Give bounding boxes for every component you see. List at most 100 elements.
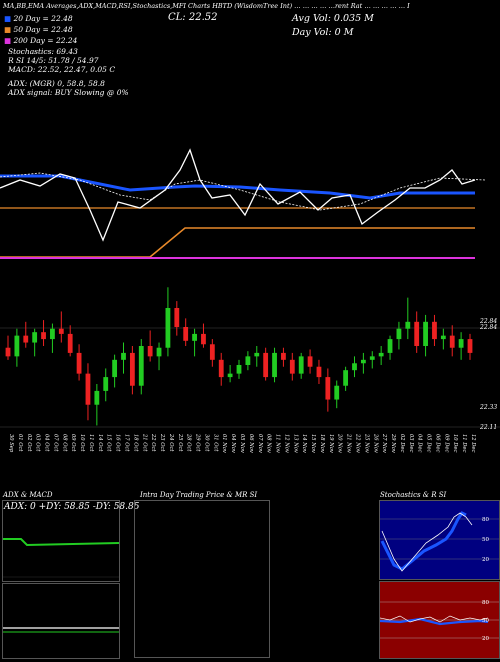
date-tick-label: 18 Nov: [319, 434, 325, 453]
date-tick-label: 14 Oct: [97, 434, 103, 452]
legend-200dma-text: 200 Day = 22.24: [13, 36, 78, 45]
date-tick-label: 10 Dec: [452, 434, 458, 452]
legend-rsi: R SI 14/5: 51.78 / 54.97: [8, 56, 99, 65]
candle-down: [58, 328, 64, 334]
blue-ma-line: [0, 174, 475, 200]
mfi-lines: 80 50 20: [379, 600, 499, 642]
date-tick-label: 23 Oct: [159, 433, 165, 452]
date-tick-label: 07 Oct: [52, 434, 58, 452]
indicator-overlay: [0, 148, 486, 258]
date-tick-label: 21 Oct: [141, 433, 147, 452]
candle-up: [245, 356, 251, 365]
date-tick-label: 01 Nov: [221, 434, 227, 453]
stoch-lines: 80 50 20: [380, 511, 499, 572]
legend-adx: ADX: (MGR) 0, 58.8, 58.8: [8, 79, 105, 88]
candle-up: [272, 352, 277, 378]
candle-down: [5, 347, 11, 357]
date-tick-label: 04 Nov: [230, 434, 236, 453]
date-tick-label: 09 Oct: [70, 434, 76, 452]
macd-lines: [3, 627, 119, 633]
candle-down: [263, 352, 269, 378]
candle-down: [449, 335, 455, 348]
candle-down: [174, 308, 180, 327]
date-tick-label: 24 Oct: [168, 433, 174, 452]
date-axis: 30 Sep 01 Oct 02 Oct 03 Oct 04 Oct 07 Oct 08 O…: [8, 433, 476, 453]
date-tick-label: 17 Oct: [124, 434, 130, 452]
candle-up: [360, 359, 366, 364]
date-tick-label: 31 Oct: [212, 434, 218, 452]
candle-down: [289, 359, 295, 374]
signal-line: [0, 172, 486, 211]
candle-down: [41, 332, 46, 340]
date-tick-label: 01 Oct: [17, 434, 23, 452]
date-tick-label: 30 Oct: [203, 434, 209, 452]
candle-up: [352, 363, 357, 371]
candle-up: [405, 321, 411, 329]
candle-down: [432, 321, 437, 340]
candle-up: [343, 370, 349, 386]
candle-up: [254, 352, 260, 357]
candle-up: [298, 356, 304, 374]
date-tick-label: 06 Dec: [434, 434, 440, 452]
stoch-d-line: [380, 511, 467, 571]
legend-50dma: ■ 50 Day = 22.48: [4, 25, 73, 35]
legend-20dma-text: 20 Day = 22.48: [13, 14, 73, 23]
candle-down: [467, 339, 473, 353]
date-tick-label: 14 Nov: [301, 434, 307, 453]
macd-panel: [2, 583, 120, 659]
candle-up: [396, 328, 402, 340]
ma20-swatch: ■: [4, 14, 12, 23]
legend-20dma: ■ 20 Day = 22.48: [4, 14, 73, 24]
legend-50dma-text: 50 Day = 22.48: [13, 25, 73, 34]
date-tick-label: 11 Oct: [88, 434, 94, 452]
price-label-low-2: 22.11: [480, 424, 498, 431]
ma50-swatch: ■: [4, 25, 12, 34]
mfi-tick-50: 50: [482, 618, 489, 624]
adx-panel-title: ADX & MACD: [3, 491, 53, 499]
date-tick-label: 25 Nov: [363, 433, 369, 453]
orange-ma-line: [0, 227, 475, 258]
price-label-high: 22.84: [480, 318, 498, 325]
candle-up: [369, 356, 375, 360]
candle-down: [414, 321, 420, 346]
legend-adx-signal: ADX signal: BUY Slowing @ 0%: [8, 88, 129, 97]
date-tick-label: 02 Dec: [399, 434, 405, 452]
magenta-band: [0, 257, 475, 259]
candle-up: [103, 377, 109, 391]
candle-up: [138, 346, 144, 386]
date-tick-label: 04 Dec: [417, 434, 423, 452]
legend-stochastics: Stochastics: 69.43: [8, 47, 78, 56]
candlestick-chart: [0, 287, 500, 428]
date-tick-label: 09 Dec: [443, 434, 449, 452]
candle-up: [192, 333, 197, 341]
candle-up: [458, 339, 464, 348]
candle-up: [32, 332, 38, 343]
candle-up: [378, 352, 384, 357]
date-tick-label: 25 Oct: [177, 433, 183, 452]
price-line: [0, 148, 476, 242]
candle-up: [156, 347, 162, 357]
candle-down: [209, 344, 215, 360]
mfi-panel: 80 50 20: [379, 581, 500, 659]
date-tick-label: 29 Nov: [390, 433, 396, 453]
date-tick-label: 08 Oct: [61, 434, 67, 452]
close-price: CL: 22.52: [168, 12, 218, 23]
stoch-tick-20: 20: [482, 557, 489, 563]
adx-green-line: [3, 538, 119, 547]
chart-header: MA,BB,EMA Averages,ADX,MACD,RSI,Stochast…: [3, 2, 410, 10]
date-tick-label: 16 Oct: [115, 434, 121, 452]
day-volume: Day Vol: 0 M: [292, 27, 354, 38]
intraday-panel: [134, 500, 270, 658]
candle-down: [23, 335, 29, 343]
stoch-tick-50: 50: [482, 537, 489, 543]
candle-up: [50, 328, 55, 340]
date-tick-label: 29 Oct: [195, 433, 201, 452]
candle-down: [218, 359, 224, 378]
date-tick-label: 22 Oct: [150, 433, 156, 452]
candle-up: [112, 359, 118, 378]
date-tick-label: 11 Dec: [461, 434, 467, 452]
stochastics-panel: 80 50 20: [379, 500, 500, 580]
ma200-swatch: ■: [4, 36, 12, 45]
date-tick-label: 10 Oct: [79, 434, 85, 452]
mfi-tick-20: 20: [482, 636, 489, 642]
